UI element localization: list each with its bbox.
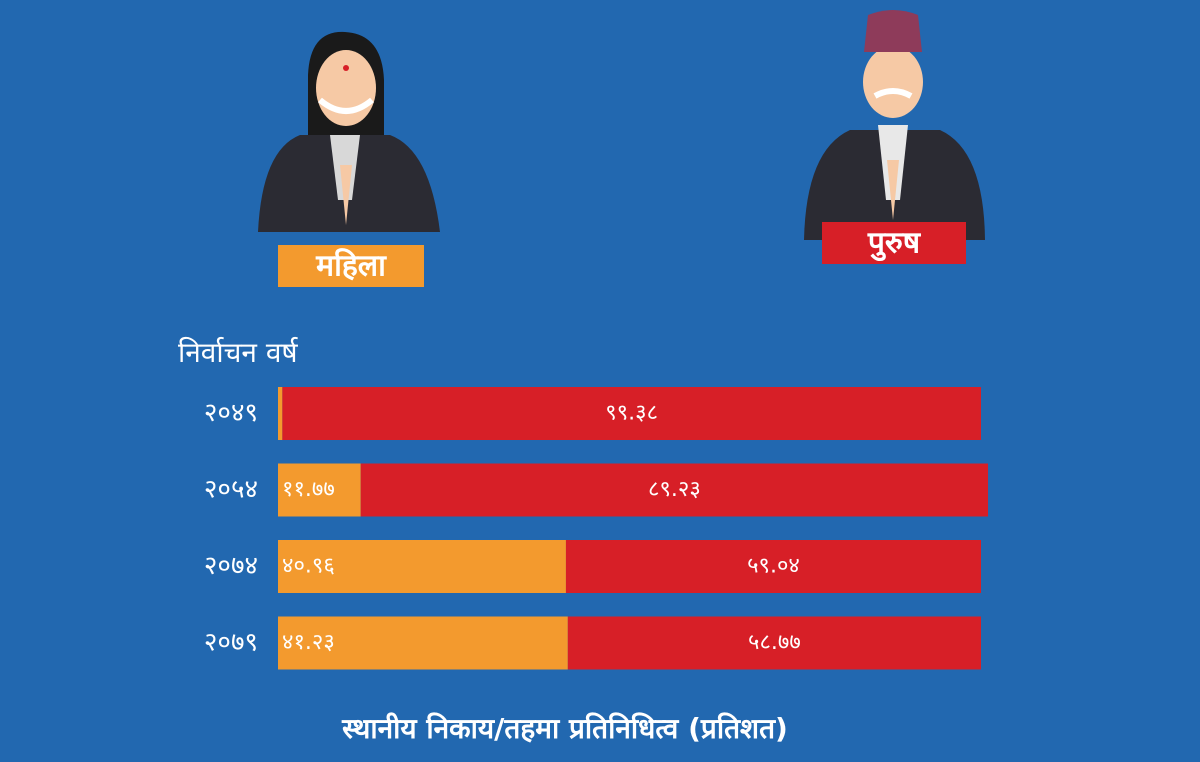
value-label: ५९.०४: [747, 554, 800, 579]
bar-segment: [278, 616, 568, 670]
legend-label: महिला: [315, 248, 387, 284]
bar-segment: [278, 540, 566, 593]
value-label: ४०.९६: [282, 554, 335, 579]
y-tick-label: २०५४: [204, 475, 258, 505]
value-label: ४१.२३: [282, 630, 335, 655]
woman-illustration: [258, 31, 440, 232]
legend-swatch: [822, 222, 966, 264]
value-label: ११.७७: [282, 477, 335, 502]
bar-segment: [282, 387, 981, 440]
bar-segment: [567, 616, 981, 670]
chart-title: स्थानीय निकाय/तहमा प्रतिनिधित्व (प्रतिशत…: [341, 712, 788, 745]
value-label: ८९.२३: [648, 477, 701, 502]
value-label: ९९.३८: [605, 401, 658, 426]
bar-segment: [565, 540, 981, 593]
bar-segment: [360, 463, 989, 517]
bar-segment: [278, 387, 283, 440]
man-illustration: [804, 10, 985, 240]
y-axis-label: निर्वाचन वर्ष: [178, 336, 299, 369]
bar-segment: [278, 463, 361, 517]
y-tick-label: २०४९: [204, 398, 258, 428]
y-tick-label: २०७४: [204, 551, 258, 581]
y-tick-label: २०७९: [204, 628, 258, 658]
value-label: ५८.७७: [748, 630, 801, 655]
legend-label: पुरुष: [867, 226, 922, 262]
legend-swatch: [278, 245, 424, 287]
